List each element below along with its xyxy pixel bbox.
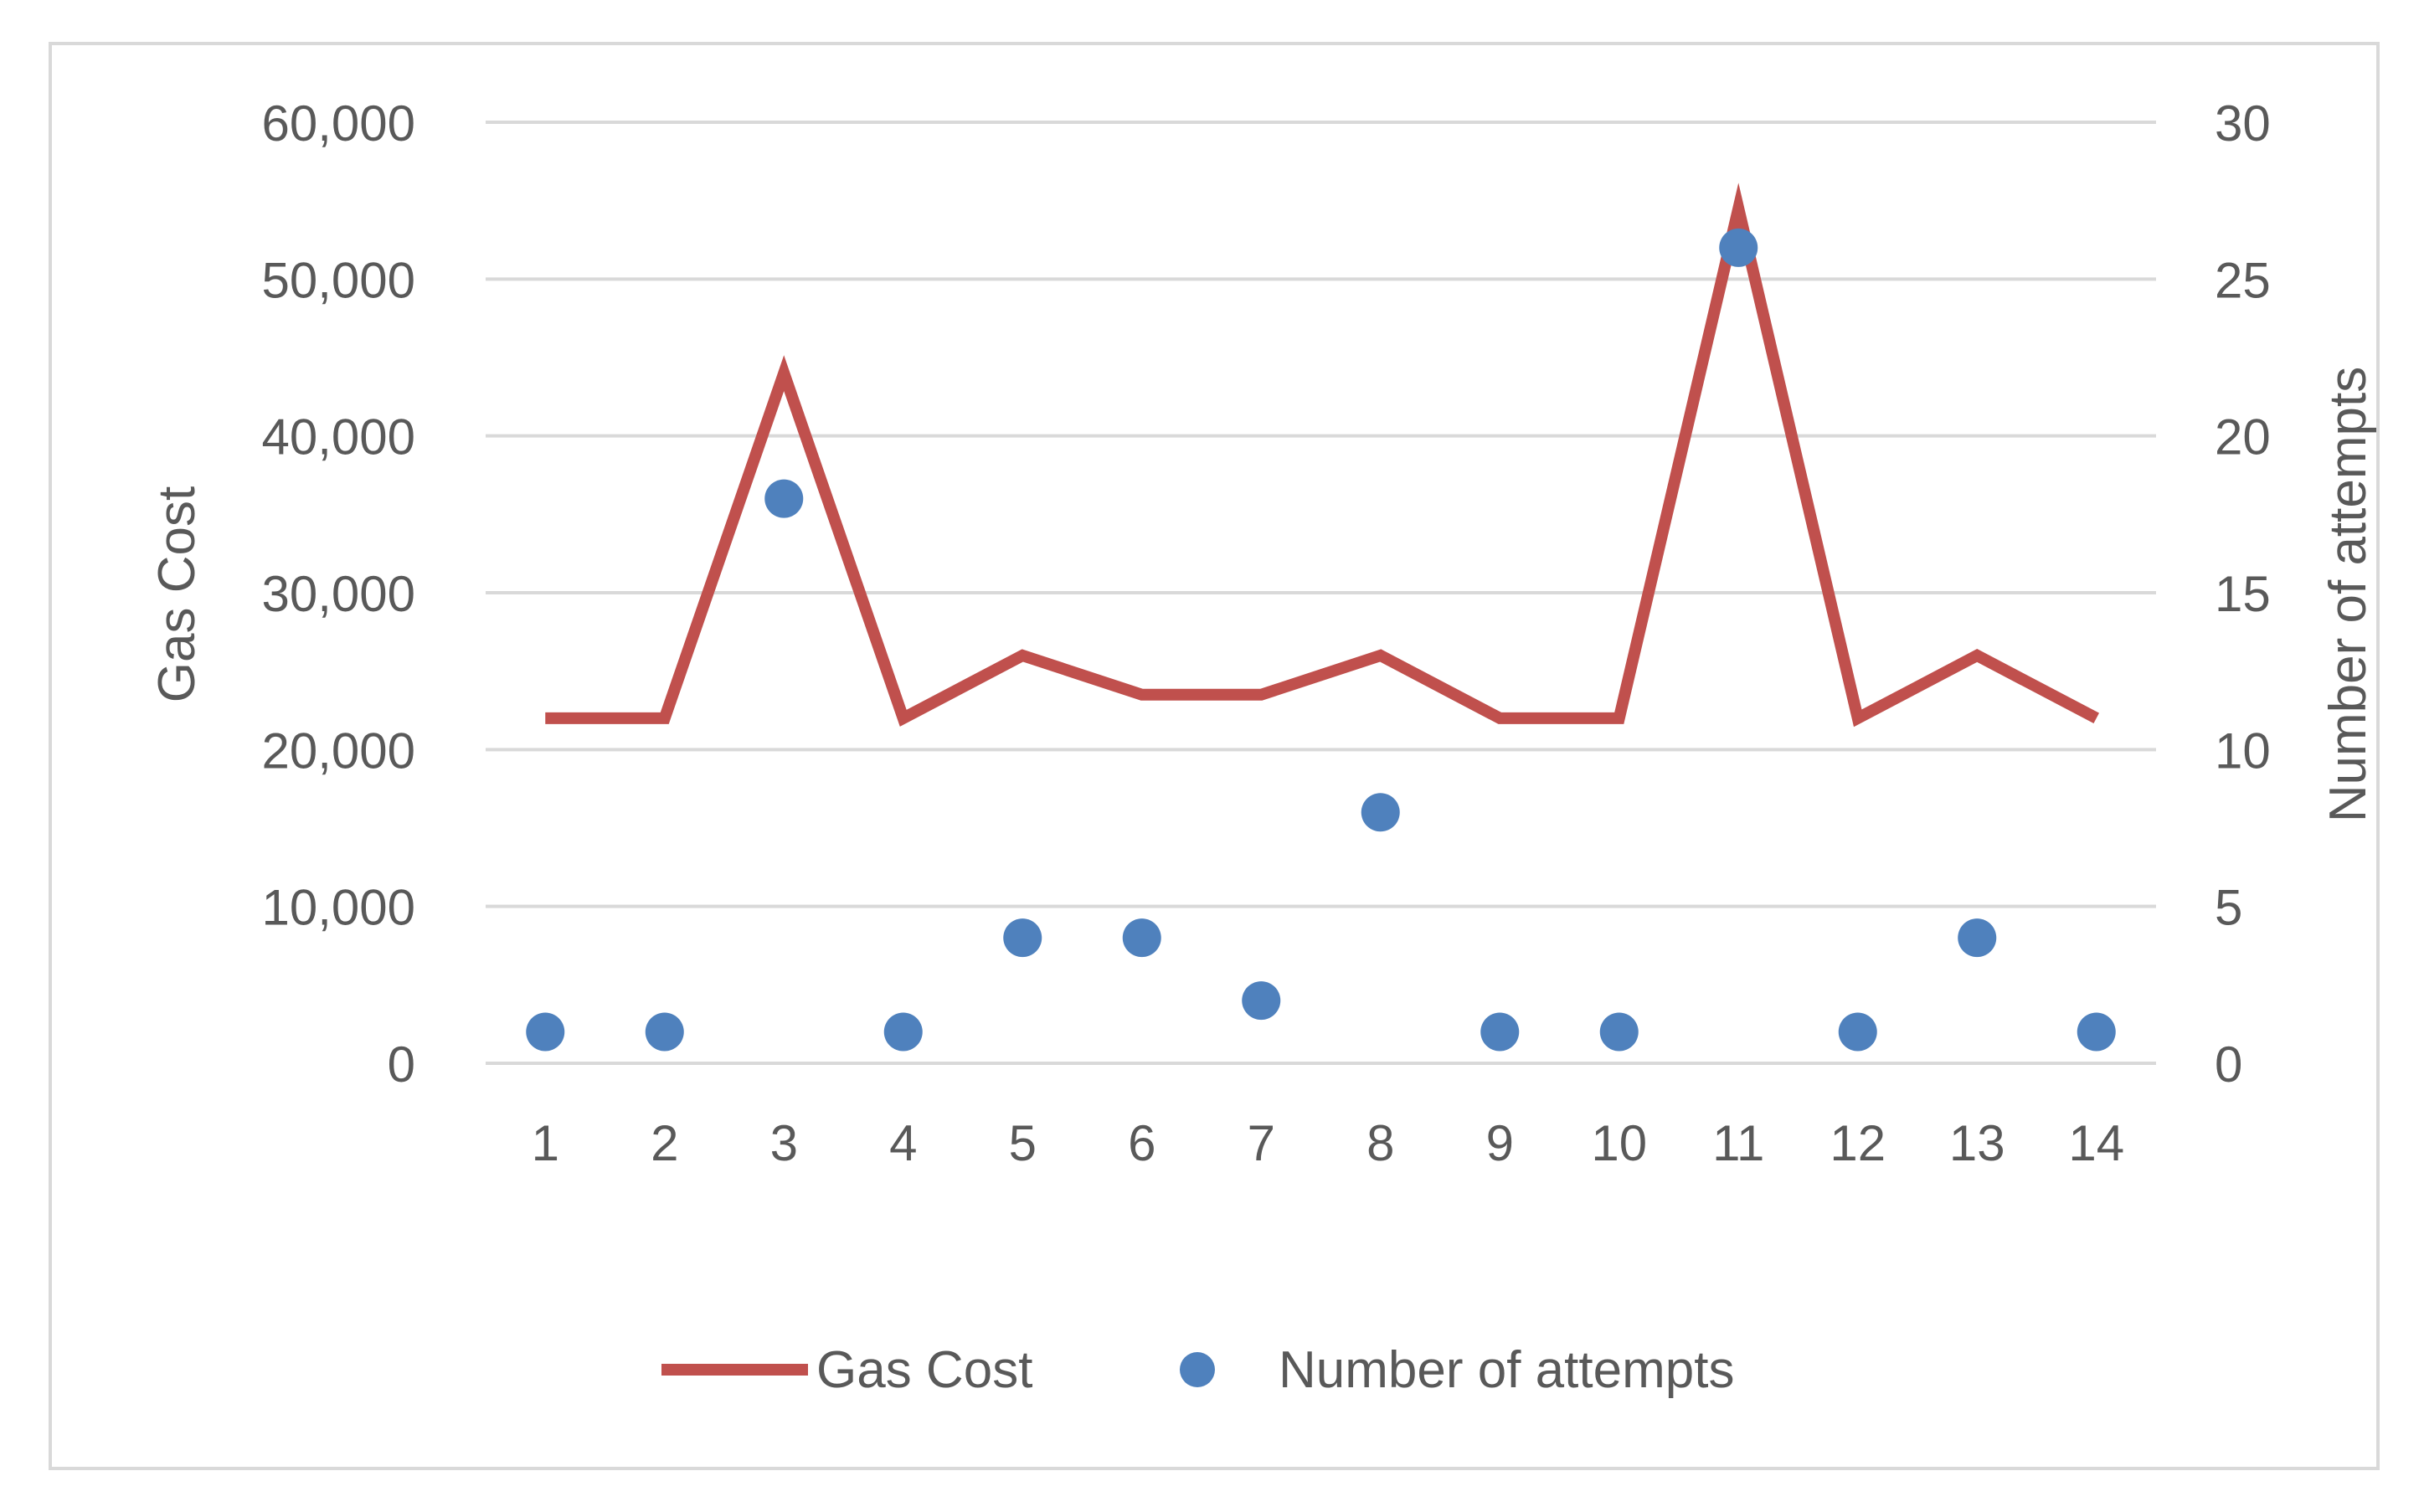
left-tick-label: 60,000 — [261, 95, 415, 152]
right-tick-label: 30 — [2215, 95, 2271, 152]
point-number-of-attempts — [1003, 918, 1042, 958]
x-tick-label: 8 — [1366, 1115, 1394, 1171]
left-axis: 0 10,000 20,000 30,000 40,000 50,000 60,000 — [261, 95, 415, 1093]
point-number-of-attempts — [764, 479, 804, 518]
x-tick-label: 2 — [651, 1115, 678, 1171]
legend-swatch-number-of-attempts — [1180, 1352, 1215, 1387]
x-tick-label: 10 — [1591, 1115, 1647, 1171]
x-tick-label: 11 — [1712, 1115, 1764, 1171]
left-tick-label: 20,000 — [261, 723, 415, 779]
right-tick-label: 0 — [2215, 1036, 2242, 1093]
right-tick-label: 25 — [2215, 252, 2271, 308]
legend-label-number-of-attempts: Number of attempts — [1279, 1341, 1734, 1399]
left-tick-label: 50,000 — [261, 252, 415, 308]
x-tick-label: 1 — [532, 1115, 559, 1171]
point-number-of-attempts — [1958, 918, 1997, 958]
right-tick-label: 5 — [2215, 880, 2242, 936]
right-tick-label: 15 — [2215, 566, 2271, 622]
point-number-of-attempts — [526, 1012, 565, 1052]
left-axis-title: Gas Cost — [148, 486, 206, 702]
x-tick-label: 14 — [2068, 1115, 2124, 1171]
point-number-of-attempts — [1242, 981, 1281, 1021]
x-axis: 1 2 3 4 5 6 7 8 9 10 11 12 13 14 — [532, 1115, 2125, 1171]
series-line-gas-cost — [545, 183, 2100, 728]
left-tick-label: 10,000 — [261, 880, 415, 936]
x-tick-label: 12 — [1830, 1115, 1886, 1171]
right-tick-label: 20 — [2215, 409, 2271, 465]
plot-series — [526, 183, 2116, 1052]
point-number-of-attempts — [1480, 1012, 1520, 1052]
x-tick-label: 7 — [1248, 1115, 1275, 1171]
x-tick-label: 9 — [1486, 1115, 1514, 1171]
right-tick-label: 10 — [2215, 723, 2271, 779]
point-number-of-attempts — [1122, 918, 1161, 958]
point-number-of-attempts — [1361, 793, 1400, 832]
right-axis: 0 5 10 15 20 25 30 — [2215, 95, 2271, 1093]
x-tick-label: 13 — [1949, 1115, 2005, 1171]
gridlines — [486, 121, 2156, 1065]
right-axis-title: Number of attempts — [2319, 367, 2377, 822]
left-tick-label: 0 — [388, 1036, 415, 1093]
point-number-of-attempts — [1838, 1012, 1877, 1052]
x-tick-label: 5 — [1009, 1115, 1037, 1171]
point-number-of-attempts — [883, 1012, 923, 1052]
x-tick-label: 6 — [1128, 1115, 1155, 1171]
left-tick-label: 30,000 — [261, 566, 415, 622]
point-number-of-attempts — [2077, 1012, 2116, 1052]
x-tick-label: 4 — [889, 1115, 917, 1171]
left-tick-label: 40,000 — [261, 409, 415, 465]
x-tick-label: 3 — [770, 1115, 798, 1171]
point-number-of-attempts — [1599, 1012, 1639, 1052]
legend-label-gas-cost: Gas Cost — [816, 1341, 1032, 1399]
point-number-of-attempts — [1719, 228, 1758, 267]
legend: Gas Cost Number of attempts — [661, 1341, 1734, 1399]
point-number-of-attempts — [645, 1012, 684, 1052]
